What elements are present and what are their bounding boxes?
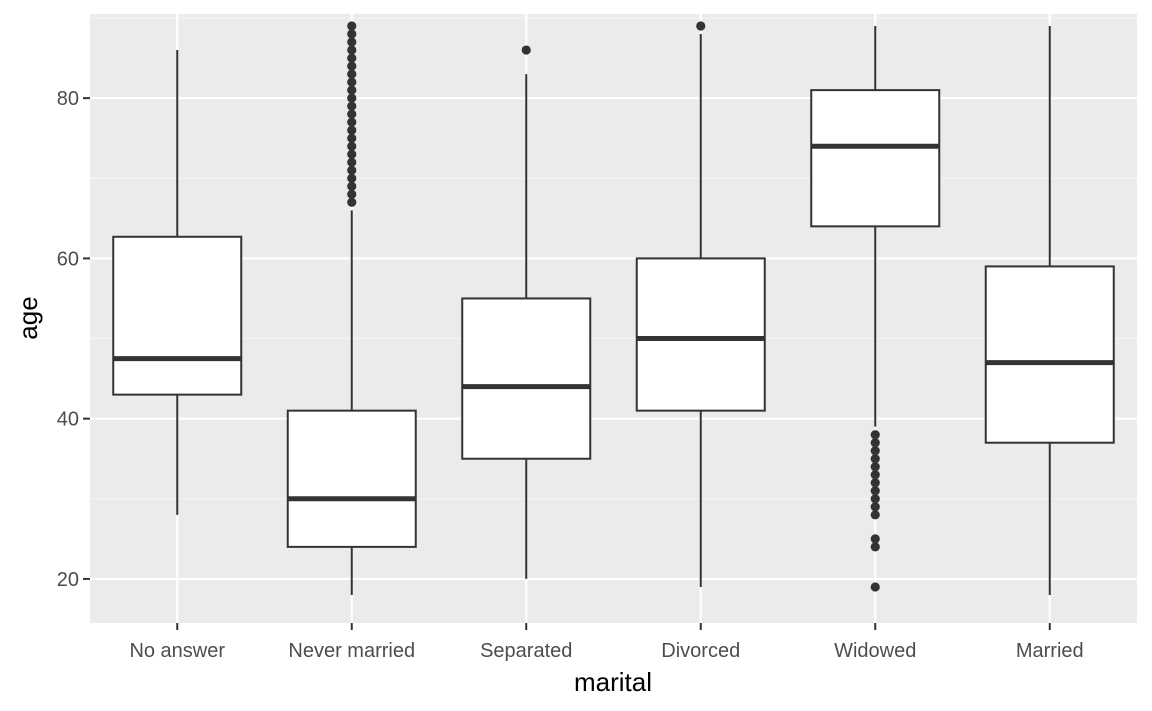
outlier-point [347,61,357,71]
outlier-point [347,93,357,103]
outlier-point [347,173,357,183]
outlier-point [347,189,357,199]
box-no-answer [112,50,243,515]
box-iqr [112,235,243,396]
outlier-point [347,117,357,127]
y-axis-title: age [13,296,43,339]
box-widowed [810,26,941,592]
x-tick-label: Widowed [834,640,916,662]
outlier-point [696,21,706,31]
y-axis: 20 40 60 80 [57,88,90,591]
outlier-point [347,149,357,159]
x-axis: No answer Never married Separated Divorced W… [129,623,1084,662]
box-iqr [461,297,592,460]
outlier-point [870,582,880,592]
box-separated [461,45,592,579]
outlier-point [347,157,357,167]
y-tick-label: 40 [57,409,79,431]
outlier-point [347,21,357,31]
y-tick-label: 60 [57,248,79,270]
outlier-point [870,542,880,552]
outlier-point [347,181,357,191]
y-tick-label: 20 [57,569,79,591]
boxes-layer [112,21,1115,595]
box-married [984,26,1115,595]
x-tick-label: Divorced [661,640,740,662]
outlier-point [870,438,880,448]
minor-gridlines [90,17,1137,500]
outlier-point [347,141,357,151]
outlier-point [870,510,880,520]
box-iqr [984,265,1115,444]
outlier-point [870,494,880,504]
outlier-point [347,165,357,175]
x-tick-label: No answer [129,640,225,662]
box-iqr [810,89,941,228]
outlier-point [347,53,357,63]
outlier-point [870,446,880,456]
outlier-point [347,85,357,95]
outlier-point [870,502,880,512]
outlier-point [347,29,357,39]
x-tick-label: Separated [480,640,572,662]
x-tick-label: Never married [288,640,415,662]
outlier-point [870,462,880,472]
y-tick-label: 80 [57,88,79,110]
x-tick-label: Married [1016,640,1084,662]
outlier-point [347,197,357,207]
outlier-point [347,101,357,111]
outlier-point [347,133,357,143]
outlier-point [870,430,880,440]
outlier-point [347,125,357,135]
outlier-point [347,69,357,79]
outlier-point [870,486,880,496]
outlier-point [870,454,880,464]
plot-panel [90,14,1137,623]
outlier-point [521,45,531,55]
box-never-married [286,21,417,595]
outlier-point [347,77,357,87]
outlier-point [870,470,880,480]
outlier-point [870,534,880,544]
outlier-point [347,109,357,119]
x-axis-title: marital [574,667,652,697]
outlier-point [870,478,880,488]
outlier-point [347,37,357,47]
box-iqr [286,409,417,548]
outlier-point [347,45,357,55]
box-iqr [635,257,766,412]
box-divorced [635,21,766,587]
